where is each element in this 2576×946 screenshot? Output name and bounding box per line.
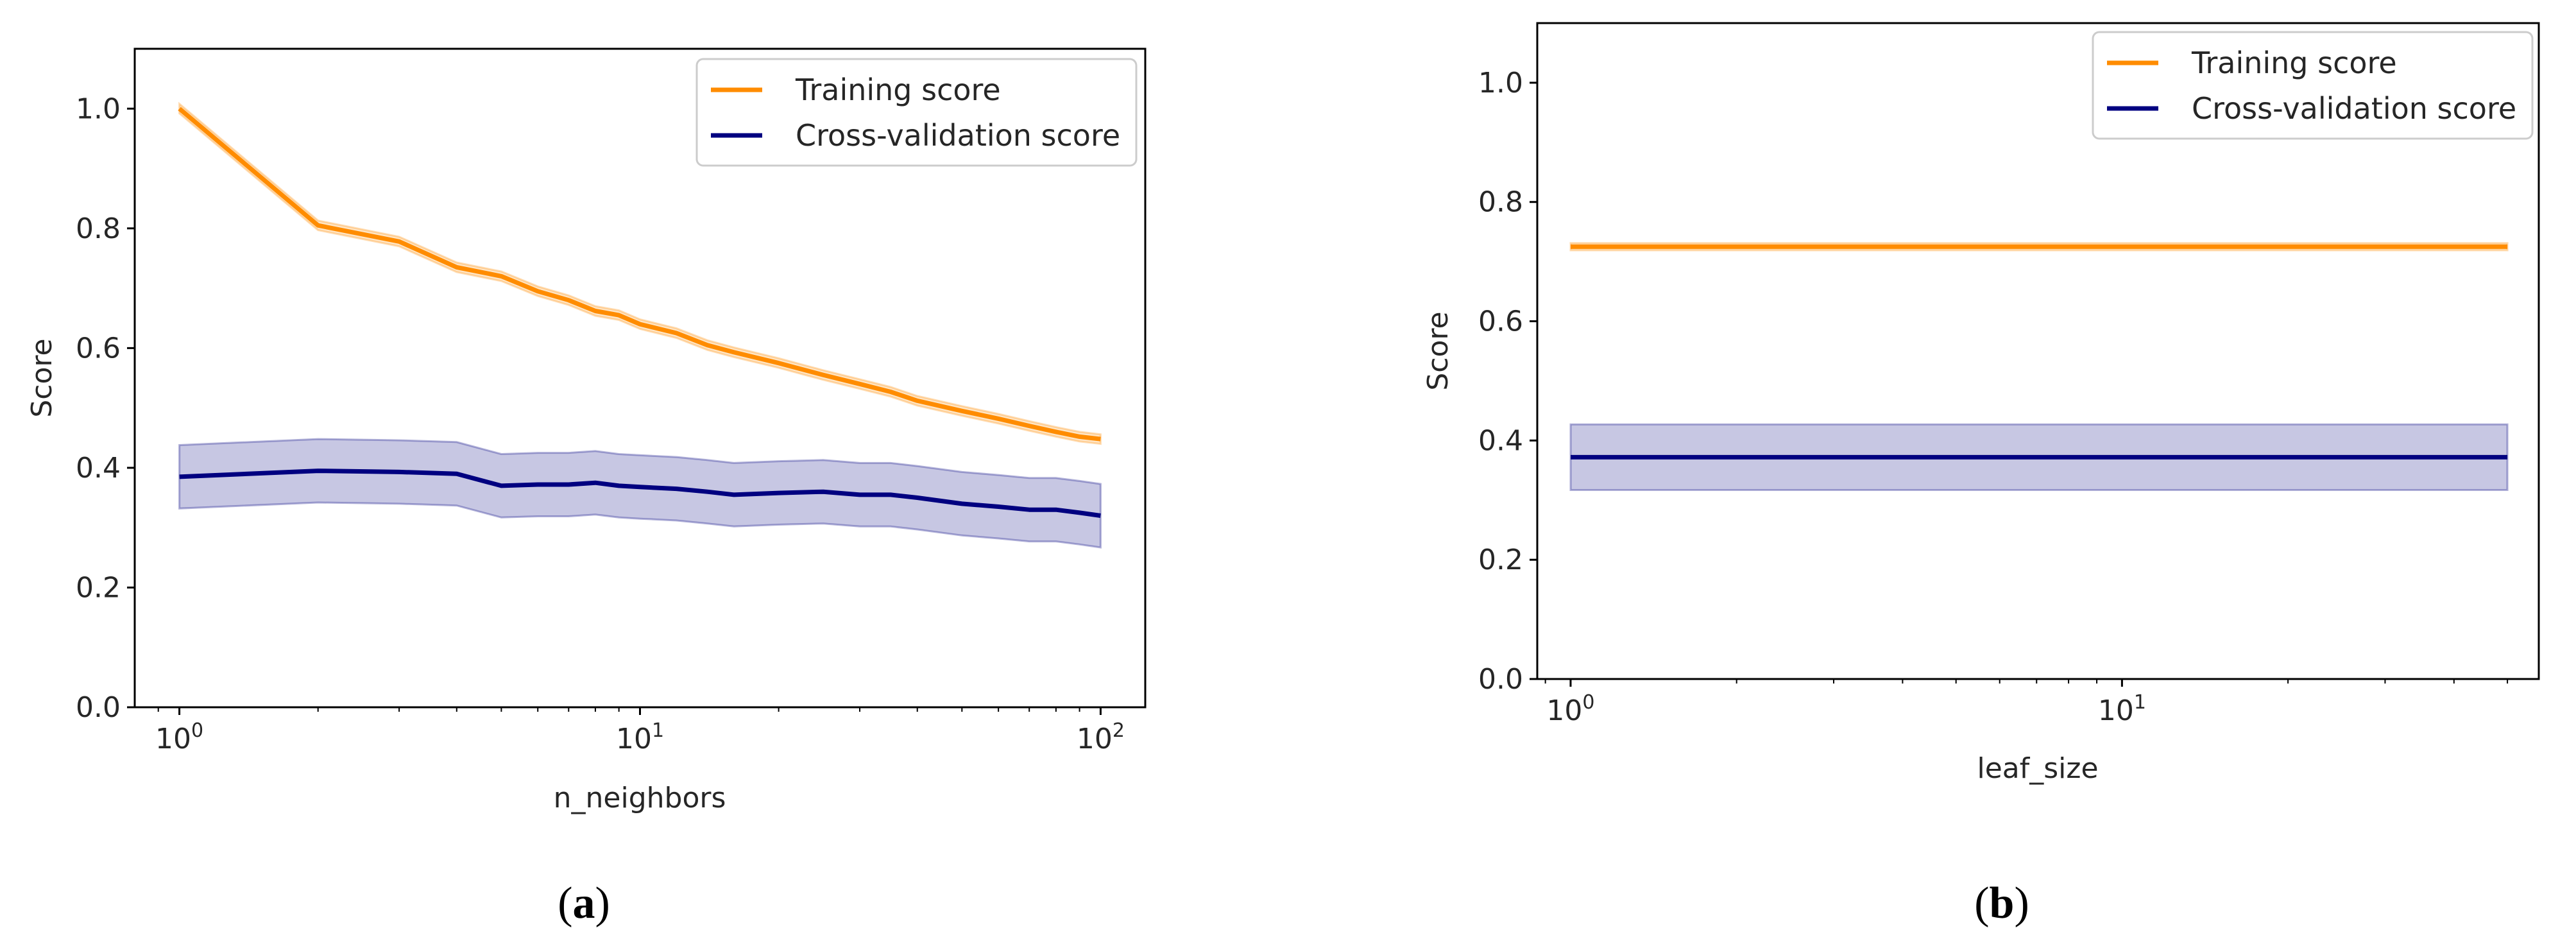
panel-b-legend-box (2092, 31, 2534, 140)
panel-a-legend-training-label: Training score (795, 73, 1001, 107)
panel-b-y-tick-label: 0.2 (1478, 544, 1523, 576)
panel-b-plot-frame (1536, 22, 2540, 680)
panel-b-y-tick-label: 0.4 (1478, 424, 1523, 457)
panel-b-bands (1569, 242, 2509, 491)
panel-b-legend-training-label: Training score (2191, 46, 2397, 80)
panel-b-y-ticks: 0.0 0.2 0.4 0.6 0.8 1.0 (1478, 67, 1537, 696)
panel-a-legend-box (695, 58, 1138, 167)
panel-b-y-tick-label: 0.8 (1478, 186, 1523, 219)
panel-a-training-line (178, 107, 1101, 442)
panel-a-x-axis-label: n_neighbors (554, 782, 726, 814)
panel-a-y-tick-label: 0.2 (76, 571, 121, 604)
panel-b-y-tick-label: 1.0 (1478, 67, 1523, 99)
panel-b: 0.0 0.2 0.4 0.6 0.8 1.0 100 101 leaf_size Scor… (1422, 22, 2540, 928)
panel-a-y-tick-label: 0.0 (76, 691, 121, 724)
panel-b-legend-cv-label: Cross-validation score (2192, 91, 2516, 126)
panel-b-x-ticks: 100 101 (1546, 679, 2146, 727)
panel-b-x-tick-label: 101 (2098, 691, 2146, 727)
panel-b-x-tick-label: 100 (1546, 691, 1594, 727)
panel-a-y-axis-label: Score (26, 338, 58, 417)
panel-b-legend: Training score Cross-validation score (2092, 31, 2534, 140)
panel-a-caption: (a) (558, 879, 610, 928)
panel-a-lines (178, 107, 1101, 518)
panel-a-y-tick-label: 1.0 (76, 92, 121, 125)
panel-a: 0.0 0.2 0.4 0.6 0.8 1.0 100 101 102 n_neighbors… (26, 47, 1147, 928)
panel-b-caption: (b) (1974, 879, 2029, 928)
panel-a-cv-band (178, 438, 1102, 549)
panel-a-x-ticks: 100 101 102 (155, 707, 1125, 755)
panel-a-cv-line (179, 469, 1101, 518)
panel-a-legend-cv-label: Cross-validation score (796, 118, 1120, 153)
panel-a-training-band (178, 101, 1102, 445)
panel-a-y-tick-label: 0.8 (76, 212, 121, 245)
panel-a-y-tick-label: 0.6 (76, 332, 121, 365)
panel-a-x-tick-label: 100 (155, 719, 203, 755)
panel-b-x-minor-ticks (1544, 679, 2509, 684)
panel-b-lines (1571, 244, 2508, 460)
panel-b-x-axis-label: leaf_size (1977, 752, 2098, 785)
panel-a-y-ticks: 0.0 0.2 0.4 0.6 0.8 1.0 (76, 92, 135, 724)
panel-a-bands (178, 101, 1102, 549)
panel-b-y-tick-label: 0.6 (1478, 305, 1523, 338)
panel-a-x-minor-ticks (157, 707, 1080, 712)
panel-a-x-tick-label: 102 (1077, 719, 1125, 755)
panel-a-y-tick-label: 0.4 (76, 452, 121, 485)
panel-a-legend: Training score Cross-validation score (695, 58, 1138, 167)
panel-b-y-tick-label: 0.0 (1478, 663, 1523, 696)
panel-a-x-tick-label: 101 (616, 719, 664, 755)
panel-b-y-axis-label: Score (1422, 311, 1454, 390)
